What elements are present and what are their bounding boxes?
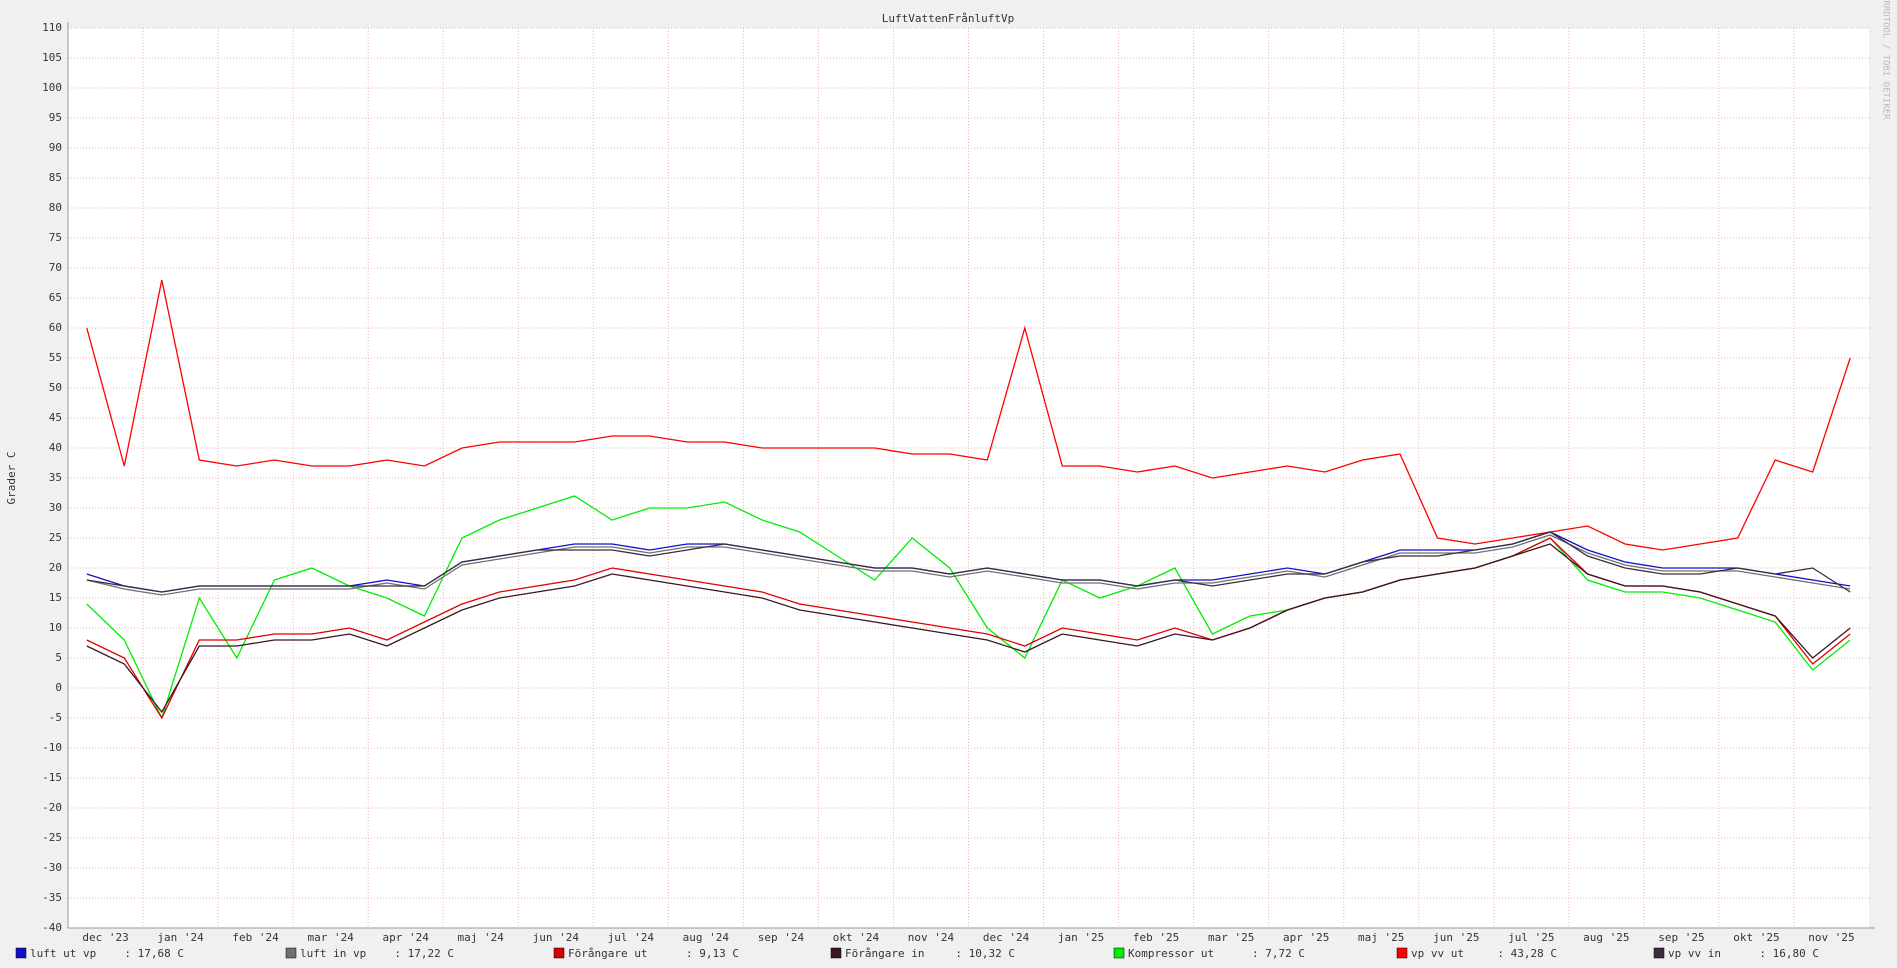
x-tick-label: mar '25	[1208, 931, 1254, 944]
y-tick-label: 85	[49, 171, 62, 184]
x-tick-label: dec '23	[82, 931, 128, 944]
x-tick-label: aug '25	[1583, 931, 1629, 944]
y-tick-label: 80	[49, 201, 62, 214]
y-tick-label: 95	[49, 111, 62, 124]
legend-value: : 43,28 C	[1497, 947, 1557, 960]
legend-swatch	[1113, 947, 1125, 959]
legend-value: : 17,68 C	[124, 947, 184, 960]
y-tick-label: 70	[49, 261, 62, 274]
x-tick-label: okt '24	[833, 931, 880, 944]
y-tick-label: -5	[49, 711, 62, 724]
x-tick-label: jun '24	[533, 931, 580, 944]
y-tick-label: 30	[49, 501, 62, 514]
legend-swatch	[553, 947, 565, 959]
y-tick-label: -35	[42, 891, 62, 904]
series-line	[86, 495, 1851, 720]
series-line	[86, 543, 1851, 714]
y-tick-label: 45	[49, 411, 62, 424]
x-tick-label: aug '24	[683, 931, 730, 944]
legend-label: Kompressor ut	[1128, 947, 1214, 960]
y-tick-label: 15	[49, 591, 62, 604]
x-tick-label: feb '25	[1133, 931, 1179, 944]
y-tick-label: 35	[49, 471, 62, 484]
series-line	[86, 534, 1851, 596]
x-tick-label: sep '25	[1658, 931, 1704, 944]
x-tick-label: sep '24	[758, 931, 805, 944]
x-tick-label: nov '24	[908, 931, 955, 944]
y-tick-label: 25	[49, 531, 62, 544]
legend-value: : 17,22 C	[394, 947, 454, 960]
y-tick-label: 50	[49, 381, 62, 394]
legend-value: : 9,13 C	[686, 947, 739, 960]
x-tick-label: jan '24	[157, 931, 204, 944]
chart-title: LuftVattenFrånluftVp	[882, 12, 1014, 25]
y-tick-label: 20	[49, 561, 62, 574]
x-tick-label: jun '25	[1433, 931, 1479, 944]
y-tick-label: -40	[42, 921, 62, 934]
y-tick-label: -20	[42, 801, 62, 814]
y-tick-label: 65	[49, 291, 62, 304]
x-tick-label: maj '24	[458, 931, 505, 944]
y-tick-label: 90	[49, 141, 62, 154]
series-line	[86, 279, 1851, 551]
y-tick-label: 5	[55, 651, 62, 664]
x-tick-label: okt '25	[1733, 931, 1779, 944]
legend-label: Förångare in	[845, 947, 924, 960]
series-line	[86, 537, 1851, 720]
x-tick-label: mar '24	[307, 931, 354, 944]
legend-swatch	[15, 947, 27, 959]
legend-swatch	[830, 947, 842, 959]
y-tick-label: 105	[42, 51, 62, 64]
y-tick-label: 110	[42, 21, 62, 34]
legend-value: : 16,80 C	[1759, 947, 1819, 960]
legend-label: luft ut vp	[30, 947, 96, 960]
y-tick-label: 75	[49, 231, 62, 244]
y-tick-label: -25	[42, 831, 62, 844]
x-tick-label: jan '25	[1058, 931, 1104, 944]
y-tick-label: 40	[49, 441, 62, 454]
legend-value: : 7,72 C	[1252, 947, 1305, 960]
y-tick-label: -30	[42, 861, 62, 874]
y-tick-label: -15	[42, 771, 62, 784]
y-tick-label: 0	[55, 681, 62, 694]
x-tick-label: apr '24	[383, 931, 430, 944]
watermark: RRDTOOL / TOBI OETIKER	[1881, 0, 1891, 120]
x-tick-label: dec '24	[983, 931, 1030, 944]
legend-swatch	[1396, 947, 1408, 959]
y-tick-label: 60	[49, 321, 62, 334]
legend-label: Förångare ut	[568, 947, 647, 960]
legend-label: luft in vp	[300, 947, 366, 960]
x-tick-label: jul '25	[1508, 931, 1554, 944]
legend-swatch	[1653, 947, 1665, 959]
x-tick-label: feb '24	[232, 931, 279, 944]
y-tick-label: -10	[42, 741, 62, 754]
x-tick-label: maj '25	[1358, 931, 1404, 944]
y-tick-label: 55	[49, 351, 62, 364]
x-tick-label: nov '25	[1808, 931, 1854, 944]
legend-value: : 10,32 C	[955, 947, 1015, 960]
y-axis-label: Grader C	[5, 452, 18, 505]
legend-label: vp vv in	[1668, 947, 1721, 960]
legend-label: vp vv ut	[1411, 947, 1464, 960]
y-tick-label: 100	[42, 81, 62, 94]
x-tick-label: jul '24	[608, 931, 655, 944]
legend-swatch	[285, 947, 297, 959]
y-tick-label: 10	[49, 621, 62, 634]
x-tick-label: apr '25	[1283, 931, 1329, 944]
series-line	[86, 531, 1851, 593]
